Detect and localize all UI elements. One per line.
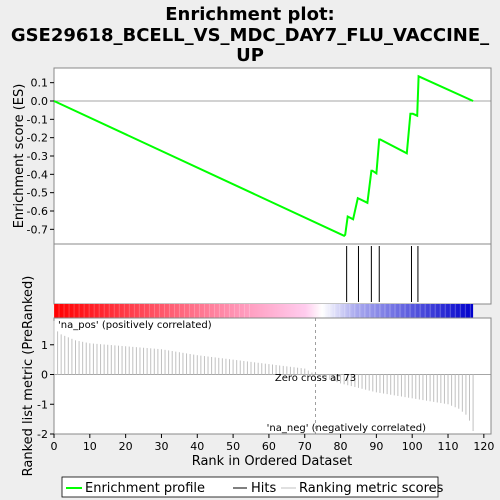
metric-y-tick-label: -1	[37, 398, 48, 411]
es-y-tick-label: -0.4	[27, 168, 48, 181]
x-tick-label: 40	[190, 440, 204, 453]
bottom-panel	[53, 317, 492, 435]
x-tick-label: 30	[154, 440, 168, 453]
es-y-tick-label: 0.0	[31, 95, 49, 108]
x-tick-label: 110	[438, 440, 459, 453]
es-y-tick-label: -0.7	[27, 223, 48, 236]
es-y-tick-label: -0.5	[27, 187, 48, 200]
metric-y-axis: 1 0 -1 -2	[37, 339, 54, 441]
title-line-3: UP	[236, 45, 264, 66]
x-axis: 0 10 20 30 40 50 60 70 80 90 100 110 120	[51, 434, 494, 453]
legend-metric-label: Ranking metric scores	[299, 481, 444, 496]
es-y-axis: 0.1 0.0 -0.1 -0.2 -0.3 -0.4 -0.5 -0.6 -0.7	[27, 77, 54, 236]
x-tick-label: 70	[298, 440, 312, 453]
chart-title: Enrichment plot: GSE29618_BCELL_VS_MDC_D…	[11, 4, 489, 66]
x-tick-label: 80	[334, 440, 348, 453]
metric-y-tick-label: -2	[37, 428, 48, 441]
zero-cross-label: Zero cross at 73	[275, 373, 356, 384]
x-tick-label: 20	[119, 440, 133, 453]
hit-lines	[346, 246, 419, 302]
legend-profile-label: Enrichment profile	[85, 481, 205, 496]
es-y-tick-label: 0.1	[31, 77, 49, 90]
metric-y-axis-label: Ranked list metric (PreRanked)	[21, 276, 36, 477]
enrichment-profile-line	[53, 74, 474, 237]
pos-correlated-label: 'na_pos' (positively correlated)	[58, 320, 212, 331]
rank-color-bar-stripes	[53, 304, 471, 318]
es-y-axis-label: Enrichment score (ES)	[12, 84, 27, 229]
metric-y-tick-label: 0	[41, 369, 48, 382]
x-tick-label: 90	[369, 440, 383, 453]
es-y-tick-label: -0.6	[27, 205, 48, 218]
x-tick-label: 10	[83, 440, 97, 453]
ranking-metric-bars	[53, 320, 474, 432]
title-line-1: Enrichment plot:	[165, 4, 335, 25]
metric-y-tick-label: 1	[41, 339, 48, 352]
top-panel	[53, 67, 492, 245]
title-line-2: GSE29618_BCELL_VS_MDC_DAY7_FLU_VACCINE_	[11, 25, 489, 46]
es-y-tick-label: -0.2	[27, 132, 48, 145]
x-tick-label: 100	[402, 440, 423, 453]
neg-correlated-label: 'na_neg' (negatively correlated)	[267, 423, 426, 434]
x-tick-label: 120	[473, 440, 494, 453]
x-tick-label: 0	[51, 440, 58, 453]
x-tick-label: 60	[262, 440, 276, 453]
legend-box	[61, 476, 439, 498]
hits-panel	[53, 243, 492, 305]
rank-color-bar	[54, 304, 474, 318]
x-axis-label: Rank in Ordered Dataset	[192, 454, 353, 469]
x-tick-label: 50	[226, 440, 240, 453]
es-y-tick-label: -0.1	[27, 113, 48, 126]
es-y-tick-label: -0.3	[27, 150, 48, 163]
legend-hits-label: Hits	[251, 481, 276, 496]
